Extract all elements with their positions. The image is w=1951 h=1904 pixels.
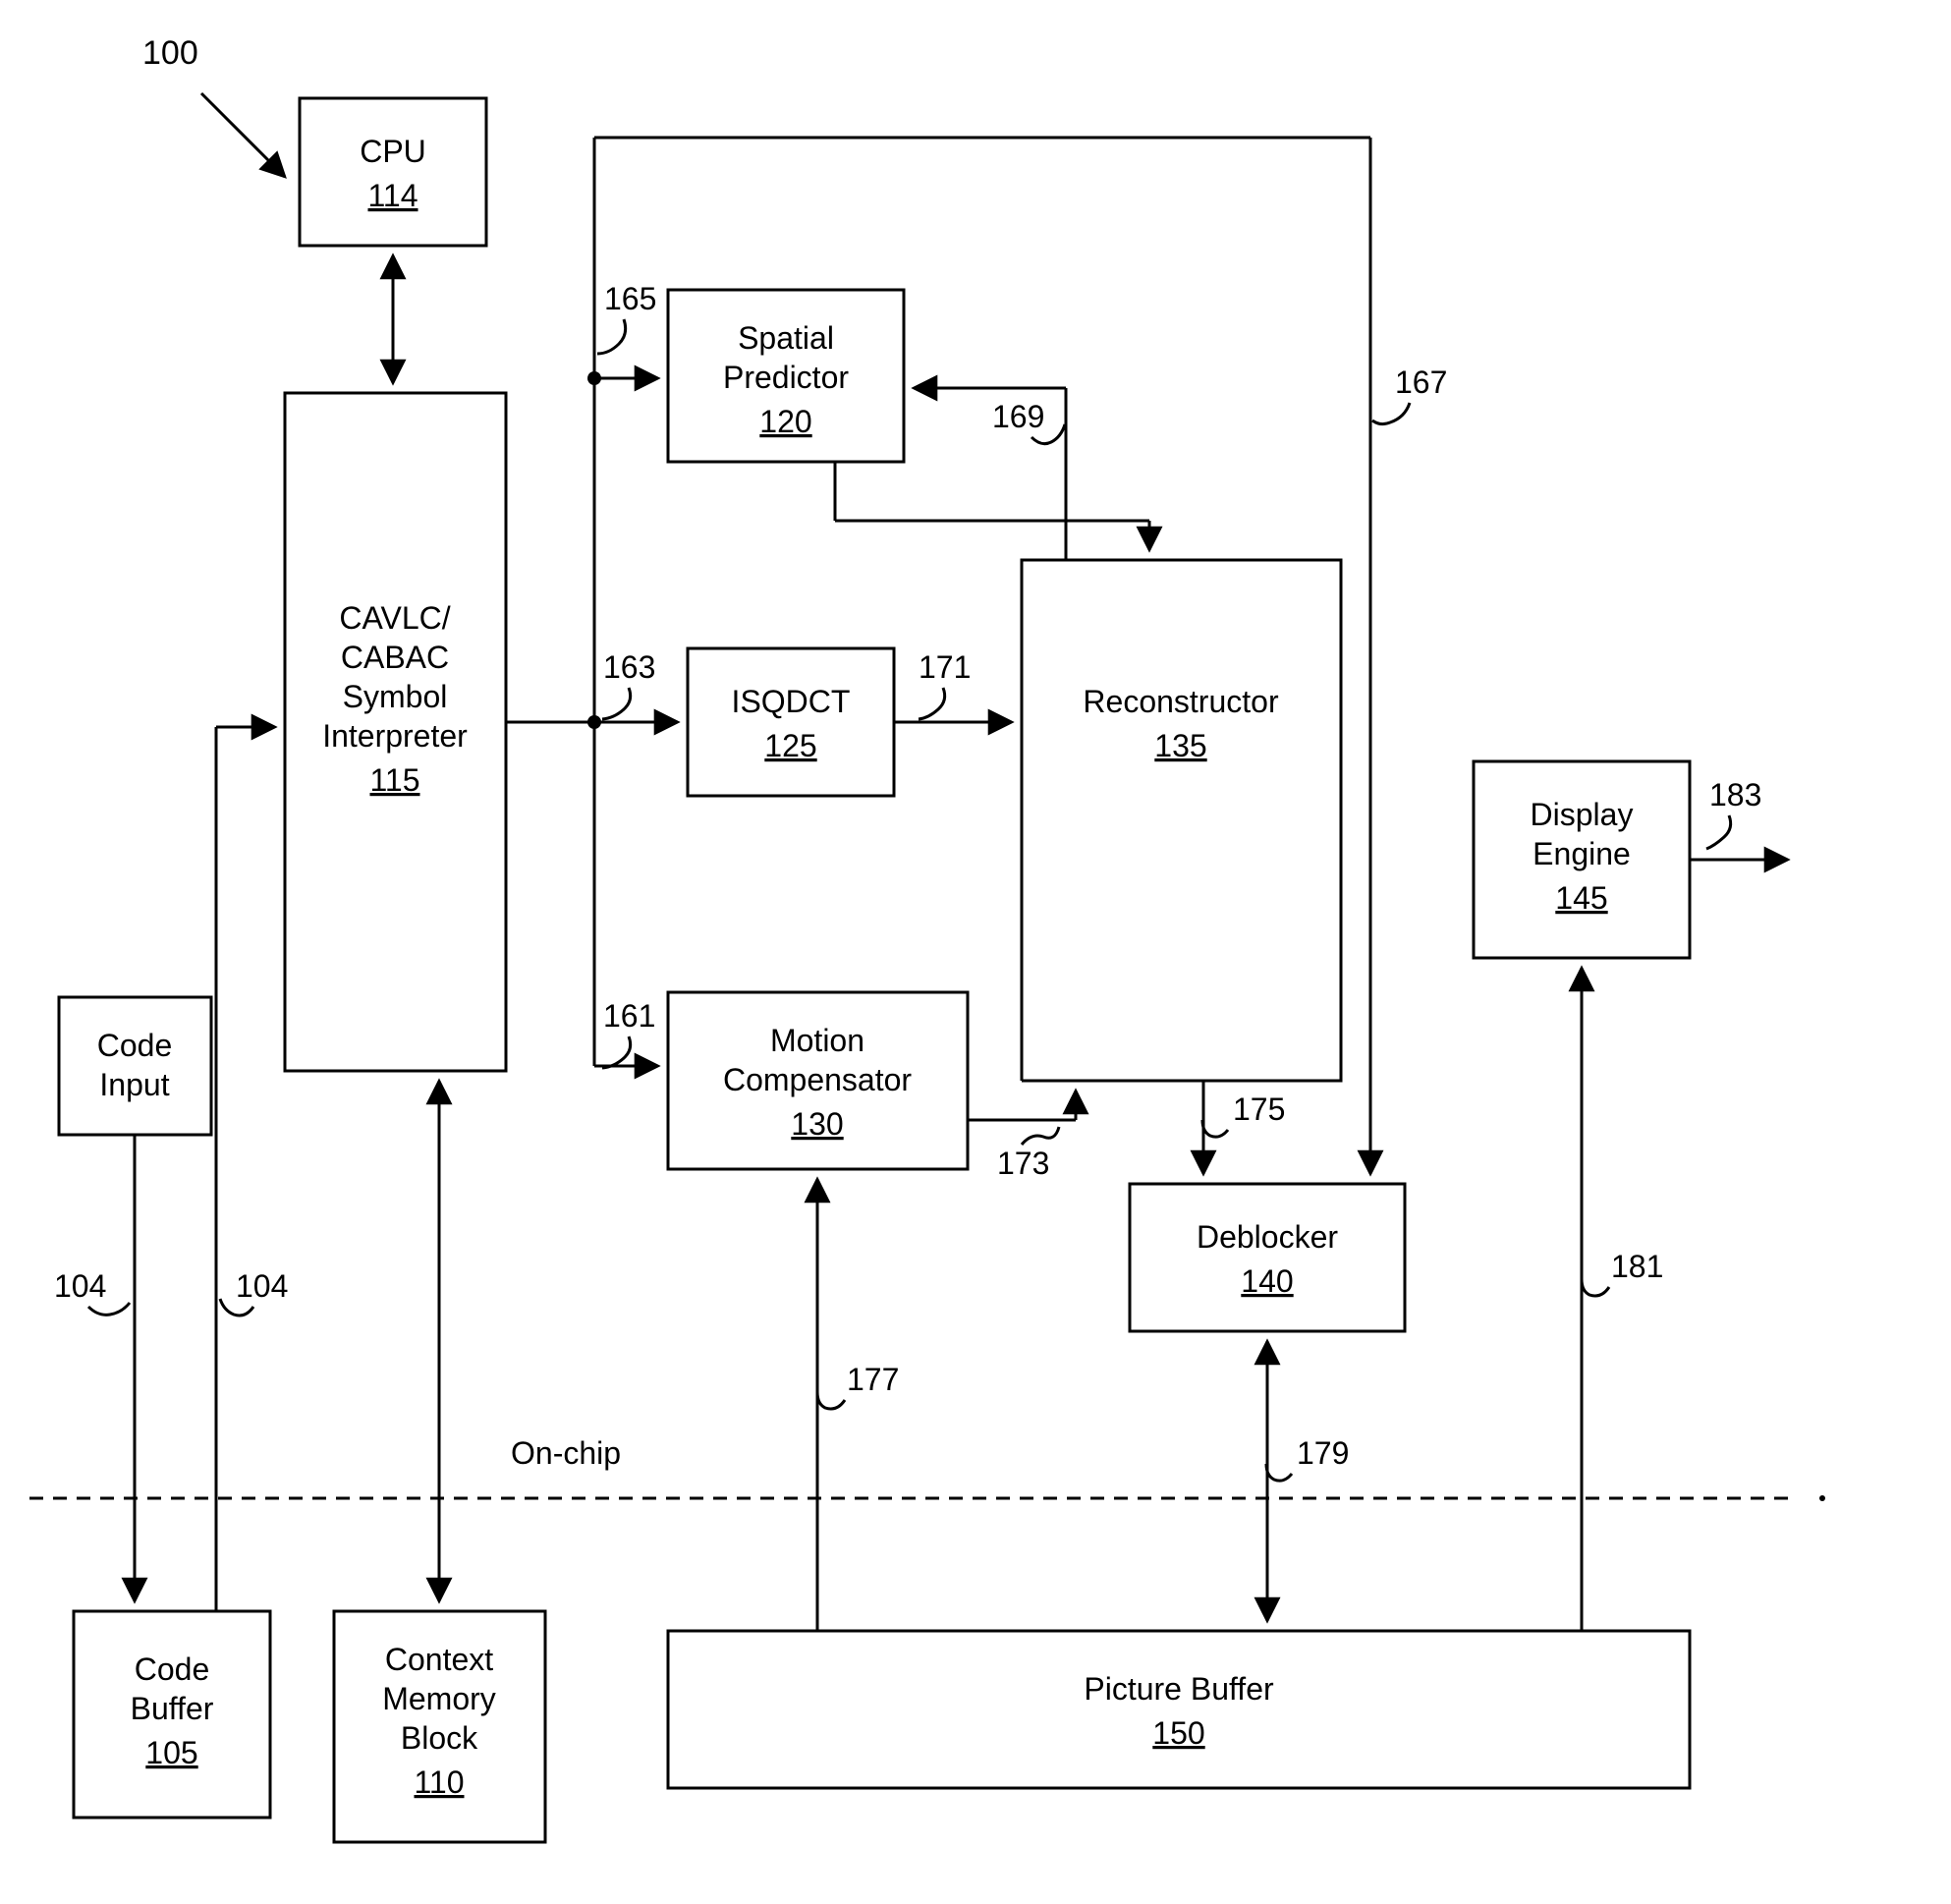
block-diagram: 100 CPU 114 CAVLC/ CABAC Symbol Interpre… bbox=[0, 0, 1951, 1904]
ctxmem-line2: Memory bbox=[382, 1681, 496, 1716]
ref-171: 171 bbox=[919, 649, 971, 685]
code-buffer-line2: Buffer bbox=[131, 1691, 214, 1726]
motion-ref: 130 bbox=[791, 1106, 843, 1142]
ref-169: 169 bbox=[992, 399, 1044, 434]
spatial-predictor-block: Spatial Predictor 120 bbox=[668, 290, 904, 462]
display-line2: Engine bbox=[1533, 836, 1631, 871]
code-buffer-block: Code Buffer 105 bbox=[74, 1611, 270, 1818]
recon-title: Reconstructor bbox=[1083, 684, 1279, 719]
wire-ref-161: 161 bbox=[602, 998, 655, 1068]
isqdct-title: ISQDCT bbox=[732, 684, 851, 719]
wire-ref-167: 167 bbox=[1372, 364, 1447, 424]
code-buffer-ref: 105 bbox=[145, 1735, 197, 1770]
ref-104b: 104 bbox=[236, 1268, 288, 1304]
wire-ref-165: 165 bbox=[597, 281, 656, 354]
spatial-ref: 120 bbox=[759, 404, 811, 439]
wire-recon-deblocker: 175 bbox=[1202, 1081, 1285, 1174]
ref-161: 161 bbox=[603, 998, 655, 1034]
cpu-title: CPU bbox=[360, 134, 426, 169]
wire-isqdct-recon: 171 bbox=[894, 649, 1012, 722]
ref-179: 179 bbox=[1297, 1435, 1349, 1471]
ctxmem-line1: Context bbox=[385, 1642, 493, 1677]
onchip-label: On-chip bbox=[511, 1435, 621, 1471]
cpu-block: CPU 114 bbox=[300, 98, 486, 246]
display-line1: Display bbox=[1531, 797, 1634, 832]
ctxmem-ref: 110 bbox=[414, 1764, 464, 1800]
ref-173: 173 bbox=[997, 1146, 1049, 1181]
onchip-divider: On-chip bbox=[29, 1435, 1825, 1501]
motion-line2: Compensator bbox=[723, 1062, 912, 1097]
symint-ref: 115 bbox=[369, 762, 419, 798]
ref-104a: 104 bbox=[54, 1268, 106, 1304]
figure-reference: 100 bbox=[142, 34, 285, 177]
context-memory-block: Context Memory Block 110 bbox=[334, 1611, 545, 1842]
reconstructor-block: Reconstructor 135 bbox=[1022, 560, 1341, 1081]
wire-picbuf-motion: 177 bbox=[817, 1179, 899, 1631]
figure-ref-label: 100 bbox=[142, 34, 198, 72]
picbuf-ref: 150 bbox=[1152, 1715, 1204, 1751]
ref-175: 175 bbox=[1233, 1092, 1285, 1127]
cpu-ref: 114 bbox=[367, 178, 418, 213]
motion-compensator-block: Motion Compensator 130 bbox=[668, 992, 968, 1169]
wire-deblock-picbuf: 179 bbox=[1266, 1341, 1349, 1621]
isqdct-ref: 125 bbox=[764, 728, 816, 763]
ref-167: 167 bbox=[1395, 364, 1447, 400]
spatial-line2: Predictor bbox=[723, 360, 849, 395]
code-input-line2: Input bbox=[99, 1067, 169, 1102]
picture-buffer-block: Picture Buffer 150 bbox=[668, 1631, 1690, 1788]
wire-picbuf-display: 181 bbox=[1582, 968, 1663, 1631]
symint-line2: CABAC bbox=[341, 640, 449, 675]
ref-183: 183 bbox=[1709, 777, 1761, 812]
display-engine-block: Display Engine 145 bbox=[1474, 761, 1690, 958]
motion-line1: Motion bbox=[770, 1023, 864, 1058]
ref-181: 181 bbox=[1611, 1249, 1663, 1284]
ref-163: 163 bbox=[603, 649, 655, 685]
code-input-block: Code Input bbox=[59, 997, 211, 1135]
code-input-line1: Code bbox=[97, 1028, 173, 1063]
symbol-interpreter-block: CAVLC/ CABAC Symbol Interpreter 115 bbox=[285, 393, 506, 1071]
deblocker-title: Deblocker bbox=[1197, 1219, 1338, 1255]
isqdct-block: ISQDCT 125 bbox=[688, 648, 894, 796]
symint-line3: Symbol bbox=[343, 679, 448, 714]
symint-line1: CAVLC/ bbox=[339, 600, 450, 636]
ctxmem-line3: Block bbox=[401, 1720, 478, 1756]
deblocker-ref: 140 bbox=[1241, 1263, 1293, 1299]
display-ref: 145 bbox=[1555, 880, 1607, 916]
wire-ref-163: 163 bbox=[602, 649, 655, 719]
wire-display-out: 183 bbox=[1690, 777, 1788, 860]
ref-165: 165 bbox=[604, 281, 656, 316]
picbuf-title: Picture Buffer bbox=[1084, 1671, 1274, 1707]
wire-codeinput-codebuffer: 104 bbox=[54, 1135, 135, 1601]
deblocker-block: Deblocker 140 bbox=[1130, 1184, 1405, 1331]
wire-codebuffer-symint: 104 bbox=[216, 727, 288, 1611]
recon-ref: 135 bbox=[1154, 728, 1206, 763]
ref-177: 177 bbox=[847, 1362, 899, 1397]
code-buffer-line1: Code bbox=[135, 1652, 210, 1687]
symint-line4: Interpreter bbox=[322, 718, 468, 754]
spatial-line1: Spatial bbox=[738, 320, 834, 356]
